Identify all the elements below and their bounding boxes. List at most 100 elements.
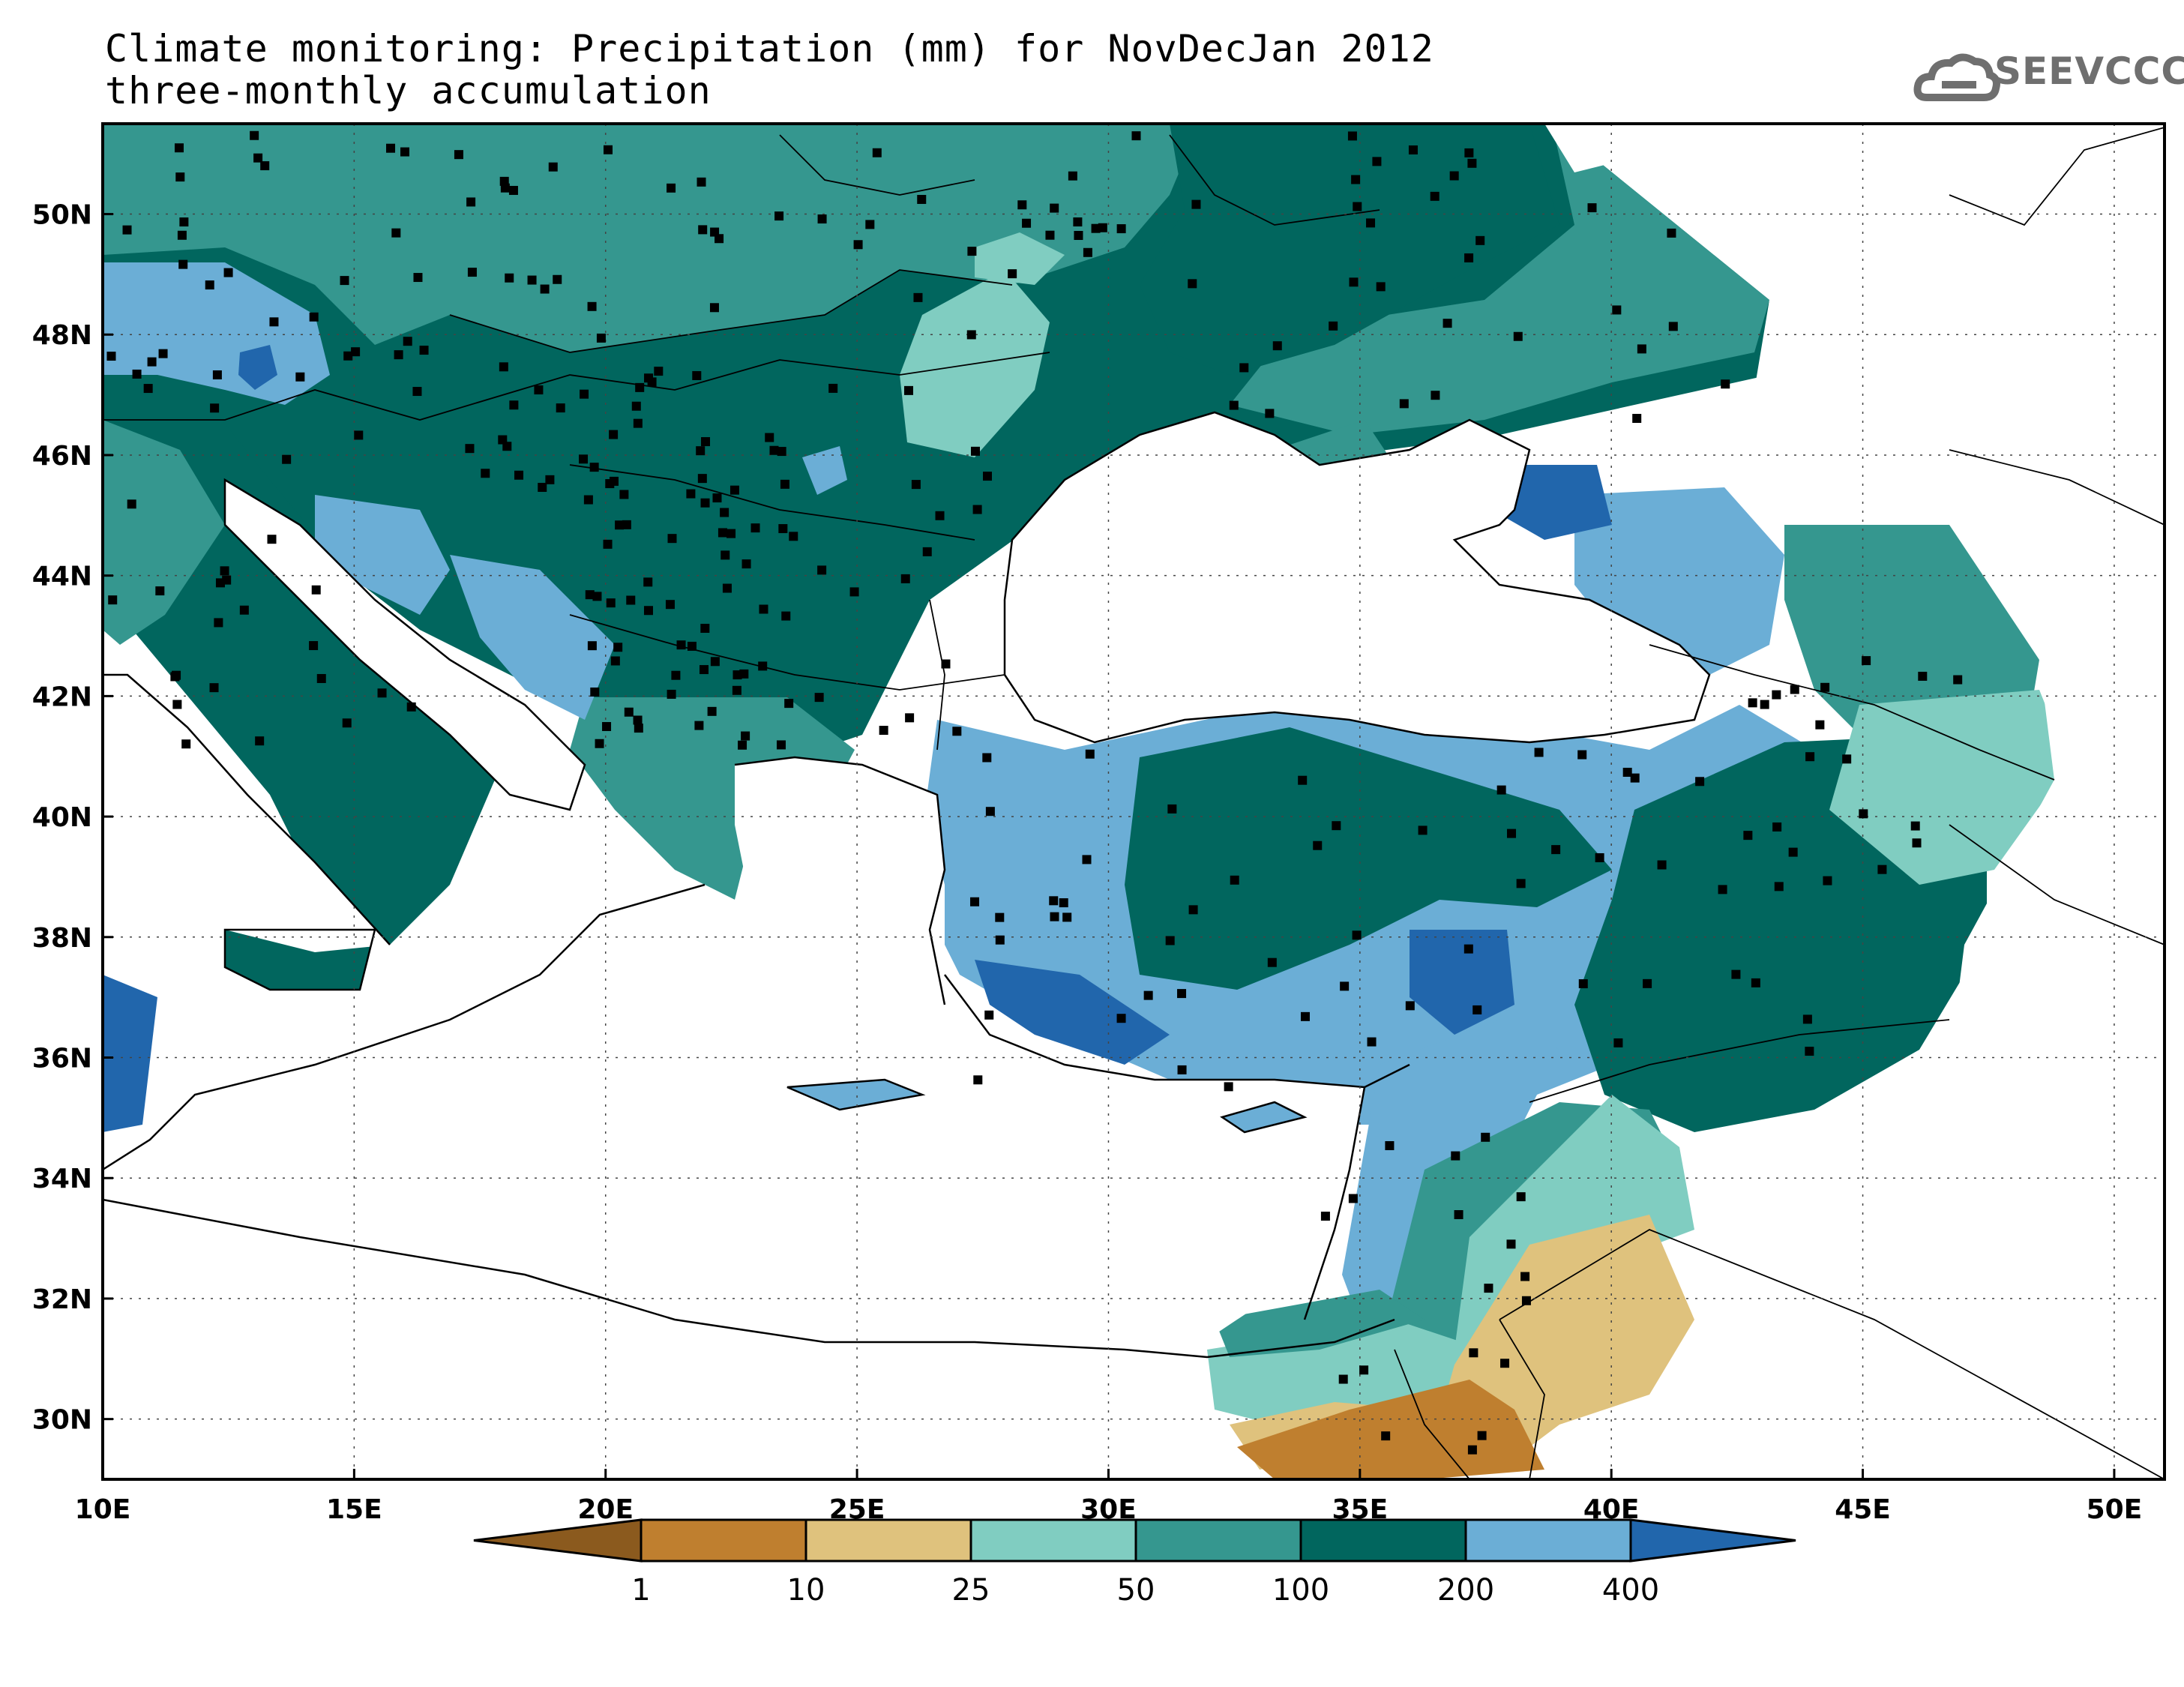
station-marker — [1049, 896, 1059, 906]
station-marker — [222, 575, 232, 585]
lat-tick-label: 36N — [32, 1044, 92, 1074]
station-marker — [696, 446, 706, 456]
station-marker — [750, 523, 760, 533]
station-marker — [1376, 282, 1386, 292]
station-marker — [309, 641, 319, 651]
station-marker — [1506, 1239, 1516, 1249]
station-marker — [269, 317, 279, 327]
adriatic-sea — [225, 480, 585, 810]
station-marker — [966, 330, 976, 340]
station-marker — [710, 657, 720, 667]
station-marker — [1230, 875, 1239, 885]
station-marker — [983, 472, 993, 481]
station-marker — [1098, 223, 1107, 232]
tyrrhenian-sea — [103, 675, 390, 975]
station-marker — [1430, 191, 1440, 201]
station-marker — [1332, 821, 1341, 831]
crete — [787, 1080, 922, 1110]
station-marker — [721, 550, 730, 560]
station-marker — [972, 505, 982, 514]
station-marker — [1467, 158, 1477, 168]
station-marker — [603, 539, 613, 549]
station-marker — [177, 230, 187, 240]
station-marker — [1451, 1151, 1460, 1161]
station-marker — [1267, 957, 1277, 967]
station-marker — [1091, 223, 1101, 233]
station-marker — [879, 726, 888, 736]
station-marker — [865, 220, 875, 229]
station-marker — [147, 357, 157, 367]
station-marker — [340, 276, 349, 286]
station-marker — [1131, 131, 1141, 141]
station-marker — [814, 693, 824, 703]
station-marker — [553, 274, 562, 284]
station-marker — [654, 367, 664, 376]
region-50-100-italy-west — [103, 420, 225, 645]
station-marker — [676, 640, 686, 650]
station-marker — [255, 736, 265, 746]
station-marker — [143, 384, 153, 394]
station-marker — [913, 292, 923, 302]
station-marker — [106, 352, 116, 361]
station-marker — [343, 351, 353, 361]
station-marker — [624, 707, 634, 717]
lon-tick-label: 10E — [75, 1494, 131, 1525]
logo-text: SEEVCCC — [1994, 49, 2184, 93]
station-marker — [634, 724, 643, 733]
station-marker — [309, 312, 319, 322]
station-marker — [595, 739, 604, 748]
station-marker — [917, 194, 927, 204]
lat-tick-label: 38N — [32, 923, 92, 954]
station-marker — [1500, 1359, 1510, 1368]
station-marker — [1748, 698, 1757, 708]
station-marker — [1721, 379, 1730, 389]
station-marker — [952, 727, 962, 736]
colorbar-triangle-high — [1629, 1518, 1796, 1563]
station-marker — [1481, 1132, 1490, 1142]
station-marker — [1359, 1365, 1369, 1375]
region-400-plus-tunisia — [103, 975, 157, 1132]
station-marker — [354, 430, 364, 440]
station-marker — [172, 700, 182, 709]
station-marker — [1082, 855, 1092, 864]
station-marker — [295, 372, 305, 382]
station-marker — [1953, 675, 1963, 685]
station-marker — [1516, 1192, 1526, 1202]
colorbar: 1 10 25 50 100 200 400 — [473, 1518, 1796, 1608]
station-marker — [699, 665, 709, 675]
station-marker — [127, 499, 136, 509]
map-frame — [101, 122, 2166, 1481]
station-marker — [777, 447, 786, 457]
lat-tick-label: 40N — [32, 802, 92, 833]
station-marker — [538, 482, 547, 492]
station-marker — [849, 587, 859, 597]
station-marker — [1643, 978, 1652, 988]
lat-tick-label: 42N — [32, 682, 92, 712]
station-marker — [727, 529, 736, 538]
station-marker — [995, 912, 1005, 922]
station-marker — [911, 480, 921, 490]
station-marker — [1788, 847, 1798, 857]
station-marker — [765, 433, 774, 442]
station-marker — [1521, 1296, 1531, 1305]
station-marker — [1612, 305, 1622, 315]
colorbar-label: 10 — [787, 1573, 825, 1608]
africa-no-data — [103, 1200, 1215, 1479]
station-marker — [1630, 773, 1640, 783]
station-marker — [412, 387, 422, 397]
station-marker — [1513, 331, 1523, 341]
station-marker — [738, 740, 747, 750]
station-marker — [1464, 253, 1474, 262]
station-marker — [1272, 341, 1282, 351]
station-marker — [1877, 864, 1887, 874]
station-marker — [311, 585, 321, 595]
region-100-200-ukraine — [1140, 124, 1559, 375]
region-200-400-montenegro — [450, 555, 615, 720]
station-marker — [610, 656, 620, 666]
station-marker — [122, 225, 132, 235]
station-marker — [1405, 1001, 1415, 1011]
station-marker — [1239, 363, 1249, 373]
station-marker — [1191, 199, 1201, 209]
station-marker — [995, 935, 1005, 945]
